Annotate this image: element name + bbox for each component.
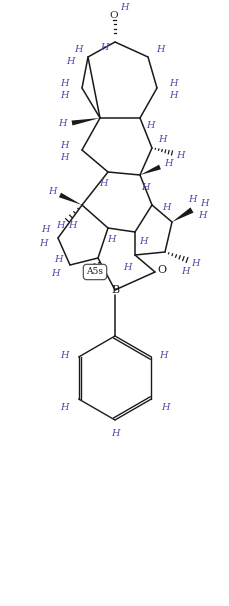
Text: H: H bbox=[199, 199, 207, 208]
Text: O: O bbox=[157, 265, 166, 275]
Text: H: H bbox=[60, 79, 68, 87]
Polygon shape bbox=[71, 118, 100, 125]
Polygon shape bbox=[139, 165, 160, 175]
Text: H: H bbox=[161, 402, 169, 411]
Text: H: H bbox=[38, 239, 47, 247]
Polygon shape bbox=[171, 207, 193, 222]
Text: H: H bbox=[157, 136, 166, 144]
Text: H: H bbox=[145, 121, 154, 130]
Text: H: H bbox=[60, 141, 68, 150]
Text: H: H bbox=[138, 238, 147, 247]
Text: H: H bbox=[168, 92, 177, 101]
Text: H: H bbox=[180, 267, 188, 276]
Text: A5s: A5s bbox=[86, 267, 103, 276]
Text: H: H bbox=[54, 256, 62, 264]
Text: O: O bbox=[109, 10, 118, 19]
Text: H: H bbox=[161, 202, 169, 211]
Text: H: H bbox=[190, 259, 198, 268]
Text: H: H bbox=[155, 45, 164, 55]
Text: H: H bbox=[60, 350, 68, 359]
Text: H: H bbox=[119, 4, 128, 13]
Text: H: H bbox=[99, 42, 108, 52]
Text: H: H bbox=[51, 268, 59, 278]
Text: H: H bbox=[98, 179, 107, 188]
Polygon shape bbox=[59, 193, 82, 205]
Text: H: H bbox=[60, 92, 68, 101]
Text: H: H bbox=[110, 430, 119, 439]
Text: H: H bbox=[106, 236, 115, 244]
Text: H: H bbox=[48, 187, 56, 196]
Text: H: H bbox=[57, 119, 66, 127]
Text: H: H bbox=[187, 196, 195, 204]
Text: H: H bbox=[175, 152, 183, 161]
Text: H: H bbox=[197, 210, 205, 219]
Text: H: H bbox=[163, 159, 172, 167]
Text: H: H bbox=[55, 221, 64, 230]
Text: H: H bbox=[60, 402, 68, 411]
Text: B: B bbox=[110, 285, 119, 295]
Text: H: H bbox=[140, 182, 149, 191]
Text: H: H bbox=[68, 221, 76, 230]
Text: H: H bbox=[158, 350, 167, 359]
Text: H: H bbox=[41, 225, 49, 235]
Text: H: H bbox=[65, 58, 74, 67]
Text: H: H bbox=[90, 264, 99, 273]
Text: H: H bbox=[122, 262, 131, 271]
Text: H: H bbox=[168, 79, 177, 87]
Text: H: H bbox=[74, 44, 82, 53]
Text: H: H bbox=[60, 153, 68, 162]
